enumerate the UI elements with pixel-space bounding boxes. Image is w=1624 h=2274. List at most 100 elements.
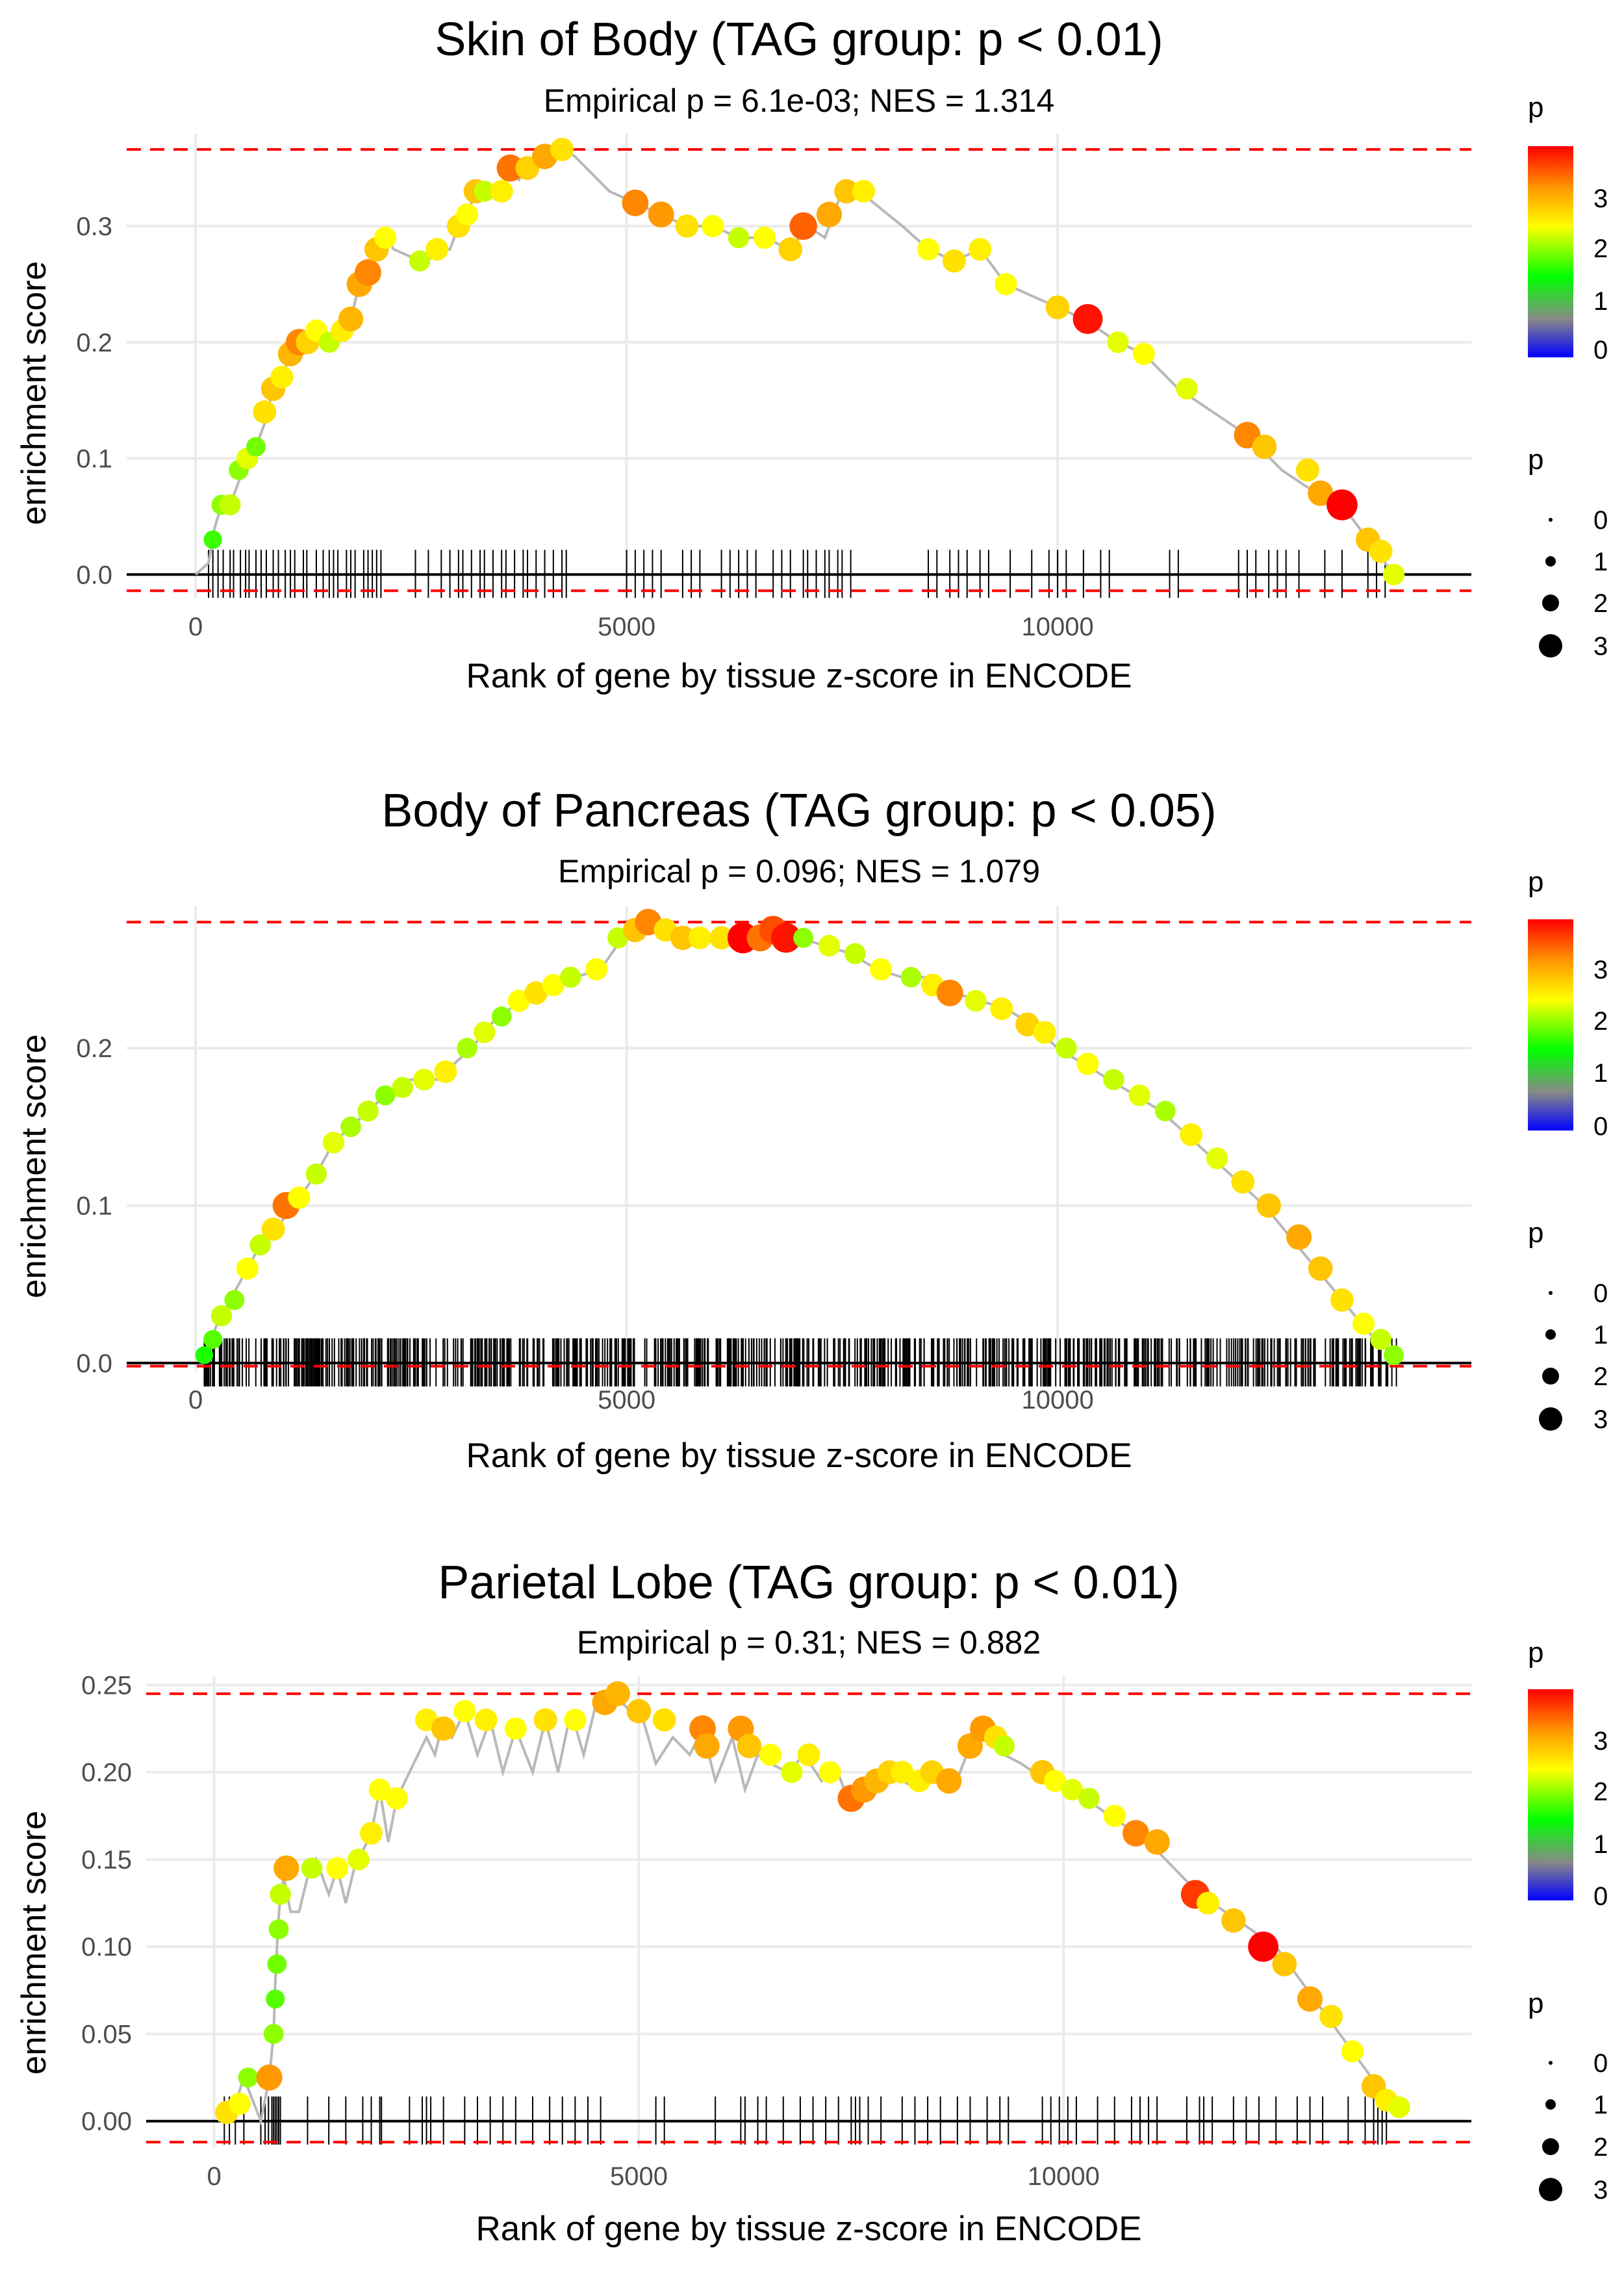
gene-point <box>301 1858 323 1879</box>
gene-point <box>560 966 581 988</box>
panel-2-subtitle: Empirical p = 0.096; NES = 1.079 <box>558 853 1040 889</box>
gene-point <box>1369 539 1393 563</box>
gene-point <box>1056 1037 1077 1059</box>
gene-point <box>266 1989 285 2009</box>
panel-1-title: Skin of Body (TAG group: p < 0.01) <box>435 14 1163 66</box>
gene-point <box>771 923 802 953</box>
gene-point <box>524 981 548 1005</box>
gene-point <box>793 928 814 948</box>
panel-1-x-axis-label: Rank of gene by tissue z-score in ENCODE <box>466 657 1132 695</box>
panel-3-colorbar-tick: 1 <box>1593 1830 1608 1859</box>
gene-point <box>348 1848 370 1871</box>
panel-2-colorbar-title: p <box>1528 866 1543 898</box>
gene-point <box>1308 480 1334 506</box>
y-tick-label: 0.1 <box>76 1192 112 1221</box>
gene-point <box>605 1681 630 1707</box>
gene-point <box>844 943 866 964</box>
gene-point <box>1044 1770 1067 1793</box>
gene-point <box>728 227 750 249</box>
gene-point <box>759 1743 782 1766</box>
gene-point <box>1341 2040 1364 2063</box>
gene-point <box>993 1735 1015 1757</box>
gene-point <box>1128 1084 1150 1106</box>
gene-point <box>360 1822 383 1845</box>
gene-point <box>491 1006 512 1027</box>
gene-point <box>504 1717 527 1740</box>
panel-3-size-tick: 2 <box>1593 2133 1608 2162</box>
panel-1-colorbar-tick: 1 <box>1593 287 1608 316</box>
panel-1-size-tick: 0 <box>1593 506 1608 535</box>
panel-1-size-title: p <box>1528 444 1543 476</box>
gene-point <box>1248 1931 1278 1962</box>
panel-1-colorbar-tick: 0 <box>1593 336 1608 364</box>
panel-3-size-key-dot <box>1545 2099 1556 2110</box>
gene-point <box>917 238 940 261</box>
panel-1-colorbar-tick: 3 <box>1593 185 1608 213</box>
gene-point <box>256 2064 283 2091</box>
gene-point <box>1272 1952 1297 1976</box>
y-tick-label: 0.2 <box>76 329 112 357</box>
gene-point <box>368 1778 391 1801</box>
gene-point <box>338 306 364 332</box>
gene-point <box>270 1884 291 1905</box>
gene-point <box>1078 1787 1100 1809</box>
gene-point <box>542 974 565 997</box>
gene-point <box>1144 1829 1170 1855</box>
panel-1-colorbar <box>1528 146 1573 357</box>
x-tick-label: 0 <box>188 1386 203 1414</box>
gene-point <box>607 927 629 949</box>
panel-3-colorbar-tick: 2 <box>1593 1778 1608 1806</box>
gene-point <box>474 1021 496 1043</box>
gene-point <box>797 1743 820 1767</box>
gene-point <box>1295 458 1319 482</box>
gene-point <box>1132 342 1155 365</box>
x-tick-label: 10000 <box>1021 613 1093 641</box>
gene-point <box>995 273 1017 296</box>
gene-point <box>942 249 966 273</box>
gene-point <box>564 1709 587 1731</box>
panel-2-colorbar-tick: 3 <box>1593 956 1608 984</box>
gene-point <box>1033 1021 1056 1044</box>
gene-point <box>789 212 817 240</box>
gene-point <box>1384 1345 1404 1366</box>
panel-1-size-tick: 3 <box>1593 632 1608 661</box>
gene-point <box>1045 295 1070 320</box>
gene-point <box>675 214 699 238</box>
gene-point <box>490 179 513 203</box>
gene-point <box>550 138 574 161</box>
gene-point <box>203 530 222 549</box>
panel-2: Body of Pancreas (TAG group: p < 0.05) E… <box>15 785 1608 1475</box>
panel-1-colorbar-tick: 2 <box>1593 235 1608 263</box>
gene-point <box>816 201 843 227</box>
gene-point <box>228 2092 251 2115</box>
panel-2-size-title: p <box>1528 1217 1543 1249</box>
gene-point <box>374 226 397 249</box>
gene-point <box>1326 489 1358 520</box>
panel-3-colorbar-tick: 3 <box>1593 1727 1608 1756</box>
panel-2-colorbar-tick: 0 <box>1593 1112 1608 1141</box>
panel-1-size-key-dot <box>1545 556 1556 567</box>
panel-2-plot-area: 0.0 0.1 0.2 0 5000 10000 <box>76 906 1471 1414</box>
gene-point <box>753 226 776 249</box>
gene-point <box>322 1131 345 1154</box>
gene-point <box>1107 331 1129 353</box>
panel-1-size-tick: 2 <box>1593 589 1608 618</box>
gene-point <box>236 1257 259 1280</box>
x-tick-label: 10000 <box>1021 1386 1093 1414</box>
panel-3-title: Parietal Lobe (TAG group: p < 0.01) <box>438 1557 1179 1609</box>
panel-3-size-tick: 3 <box>1593 2176 1608 2204</box>
panel-1-size-key-dot <box>1549 518 1553 522</box>
y-tick-label: 0.10 <box>81 1933 132 1961</box>
gene-point <box>210 1305 233 1327</box>
panel-3-x-axis-label: Rank of gene by tissue z-score in ENCODE <box>476 2210 1141 2248</box>
panel-2-colorbar-tick: 1 <box>1593 1059 1608 1088</box>
panel-1-plot-area: 0.0 0.1 0.2 0.3 0 5000 10000 <box>76 133 1471 641</box>
gene-point <box>1076 1053 1099 1075</box>
gene-point <box>326 1857 349 1880</box>
enrichment-curve <box>199 920 1399 1364</box>
panel-2-size-key-dot <box>1542 1368 1559 1385</box>
gene-point <box>1330 1288 1354 1312</box>
gene-point <box>203 1329 223 1349</box>
panel-1-size-tick: 1 <box>1593 548 1608 576</box>
gene-point <box>709 926 733 950</box>
